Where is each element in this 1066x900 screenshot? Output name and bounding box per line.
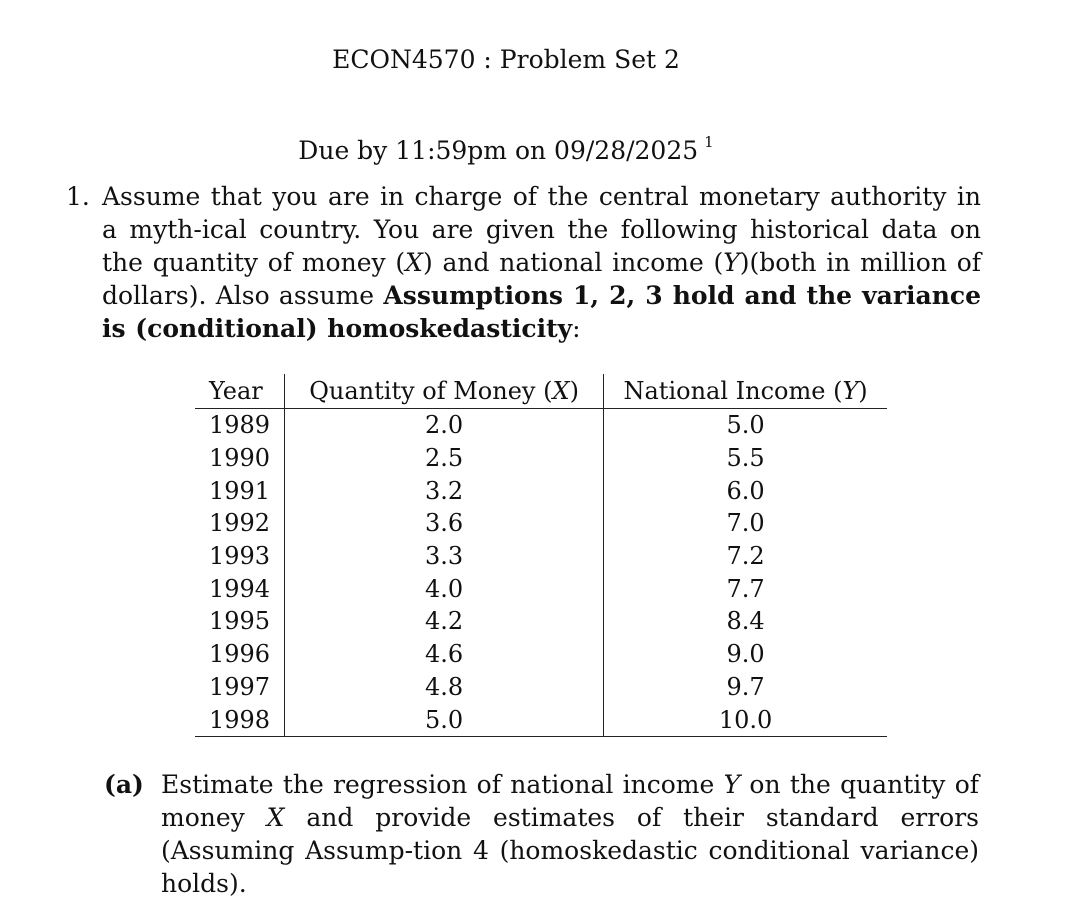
cell-year: 1990 bbox=[195, 441, 286, 475]
cell-income: 7.7 bbox=[726, 574, 765, 603]
table-row: 1990 2.5 5.5 bbox=[195, 441, 887, 475]
problem-text-1: Assume that you are in charge of the cen… bbox=[102, 182, 981, 277]
cell-money: 5.0 bbox=[284, 703, 605, 737]
header-income: National Income (Y) bbox=[603, 374, 888, 409]
document-title: ECON4570 : Problem Set 2 bbox=[332, 45, 680, 74]
table-row: 1989 2.0 5.0 bbox=[195, 408, 887, 442]
subpart-statement: Estimate the regression of national inco… bbox=[161, 768, 979, 900]
cell-income: 5.0 bbox=[726, 411, 765, 440]
problem-text-2: ) and national income ( bbox=[422, 248, 724, 277]
cell-income: 9.7 bbox=[726, 672, 765, 701]
header-year: Year bbox=[195, 374, 286, 409]
cell-income: 8.4 bbox=[726, 607, 765, 636]
table-header-row: Year Quantity of Money (X) National Inco… bbox=[195, 374, 888, 409]
cell-income: 5.5 bbox=[726, 444, 765, 473]
table-row: 1995 4.2 8.4 bbox=[195, 605, 887, 638]
table-body: 1989 2.0 5.0 1990 2.5 5.5 1991 3.2 6.0 1992 3.6 7.0… bbox=[195, 408, 888, 737]
subpart-var-x: X bbox=[266, 803, 285, 832]
cell-income: 6.0 bbox=[726, 476, 765, 505]
subpart-text-2: on the quantity of money bbox=[161, 770, 979, 832]
cell-year: 1996 bbox=[195, 637, 286, 671]
cell-year: 1998 bbox=[195, 703, 286, 737]
cell-income: 9.0 bbox=[726, 640, 765, 669]
cell-year: 1993 bbox=[195, 539, 286, 573]
cell-income: 7.2 bbox=[726, 542, 765, 571]
footnote-mark: 1 bbox=[704, 133, 714, 151]
cell-year: 1997 bbox=[195, 670, 286, 704]
subpart-label: (a) bbox=[104, 770, 144, 799]
subpart-text-1: Estimate the regression of national inco… bbox=[161, 770, 724, 799]
cell-money: 3.6 bbox=[284, 507, 605, 540]
table-row: 1997 4.8 9.7 bbox=[195, 670, 887, 704]
cell-money: 4.2 bbox=[284, 605, 605, 638]
due-date-text: Due by 11:59pm on 09/28/2025 bbox=[298, 136, 699, 165]
data-table: Year Quantity of Money (X) National Inco… bbox=[195, 374, 888, 737]
table-row: 1991 3.2 6.0 bbox=[195, 474, 887, 508]
cell-money: 2.5 bbox=[284, 441, 605, 475]
problem-number: 1. bbox=[66, 182, 90, 211]
table-row: 1994 4.0 7.7 bbox=[195, 572, 887, 606]
subpart-var-y: Y bbox=[723, 770, 741, 799]
cell-money: 4.8 bbox=[284, 670, 605, 704]
problem-text-3: )(both in million of dollars). Also assu… bbox=[102, 248, 982, 310]
table-row: 1996 4.6 9.0 bbox=[195, 637, 887, 671]
var-x: X bbox=[405, 248, 423, 277]
cell-year: 1992 bbox=[195, 507, 286, 540]
cell-year: 1989 bbox=[195, 408, 286, 442]
problem-statement: Assume that you are in charge of the cen… bbox=[102, 180, 981, 345]
cell-year: 1991 bbox=[195, 474, 286, 508]
subpart-text-3: and provide estimates of their standard … bbox=[161, 803, 979, 898]
cell-year: 1994 bbox=[195, 572, 286, 606]
problem-text-4: : bbox=[572, 314, 581, 343]
cell-money: 2.0 bbox=[284, 408, 605, 442]
table-row: 1993 3.3 7.2 bbox=[195, 539, 887, 573]
due-date-line: Due by 11:59pm on 09/28/2025 1 bbox=[0, 125, 1012, 168]
cell-income: 7.0 bbox=[726, 509, 765, 538]
header-money: Quantity of Money (X) bbox=[284, 374, 605, 409]
cell-year: 1995 bbox=[195, 605, 286, 638]
cell-money: 4.0 bbox=[284, 572, 605, 606]
table-row: 1998 5.0 10.0 bbox=[195, 703, 888, 737]
var-y: Y bbox=[723, 248, 740, 277]
problem-1: 1. Assume that you are in charge of the … bbox=[66, 180, 981, 345]
assumptions-bold: Assumptions 1, 2, 3 hold and the varianc… bbox=[102, 281, 981, 343]
table-row: 1992 3.6 7.0 bbox=[195, 507, 887, 540]
cell-income: 10.0 bbox=[603, 703, 888, 737]
cell-money: 3.3 bbox=[284, 539, 605, 573]
cell-money: 4.6 bbox=[284, 637, 605, 671]
subpart-a: (a) Estimate the regression of national … bbox=[104, 768, 979, 900]
cell-money: 3.2 bbox=[284, 474, 605, 508]
